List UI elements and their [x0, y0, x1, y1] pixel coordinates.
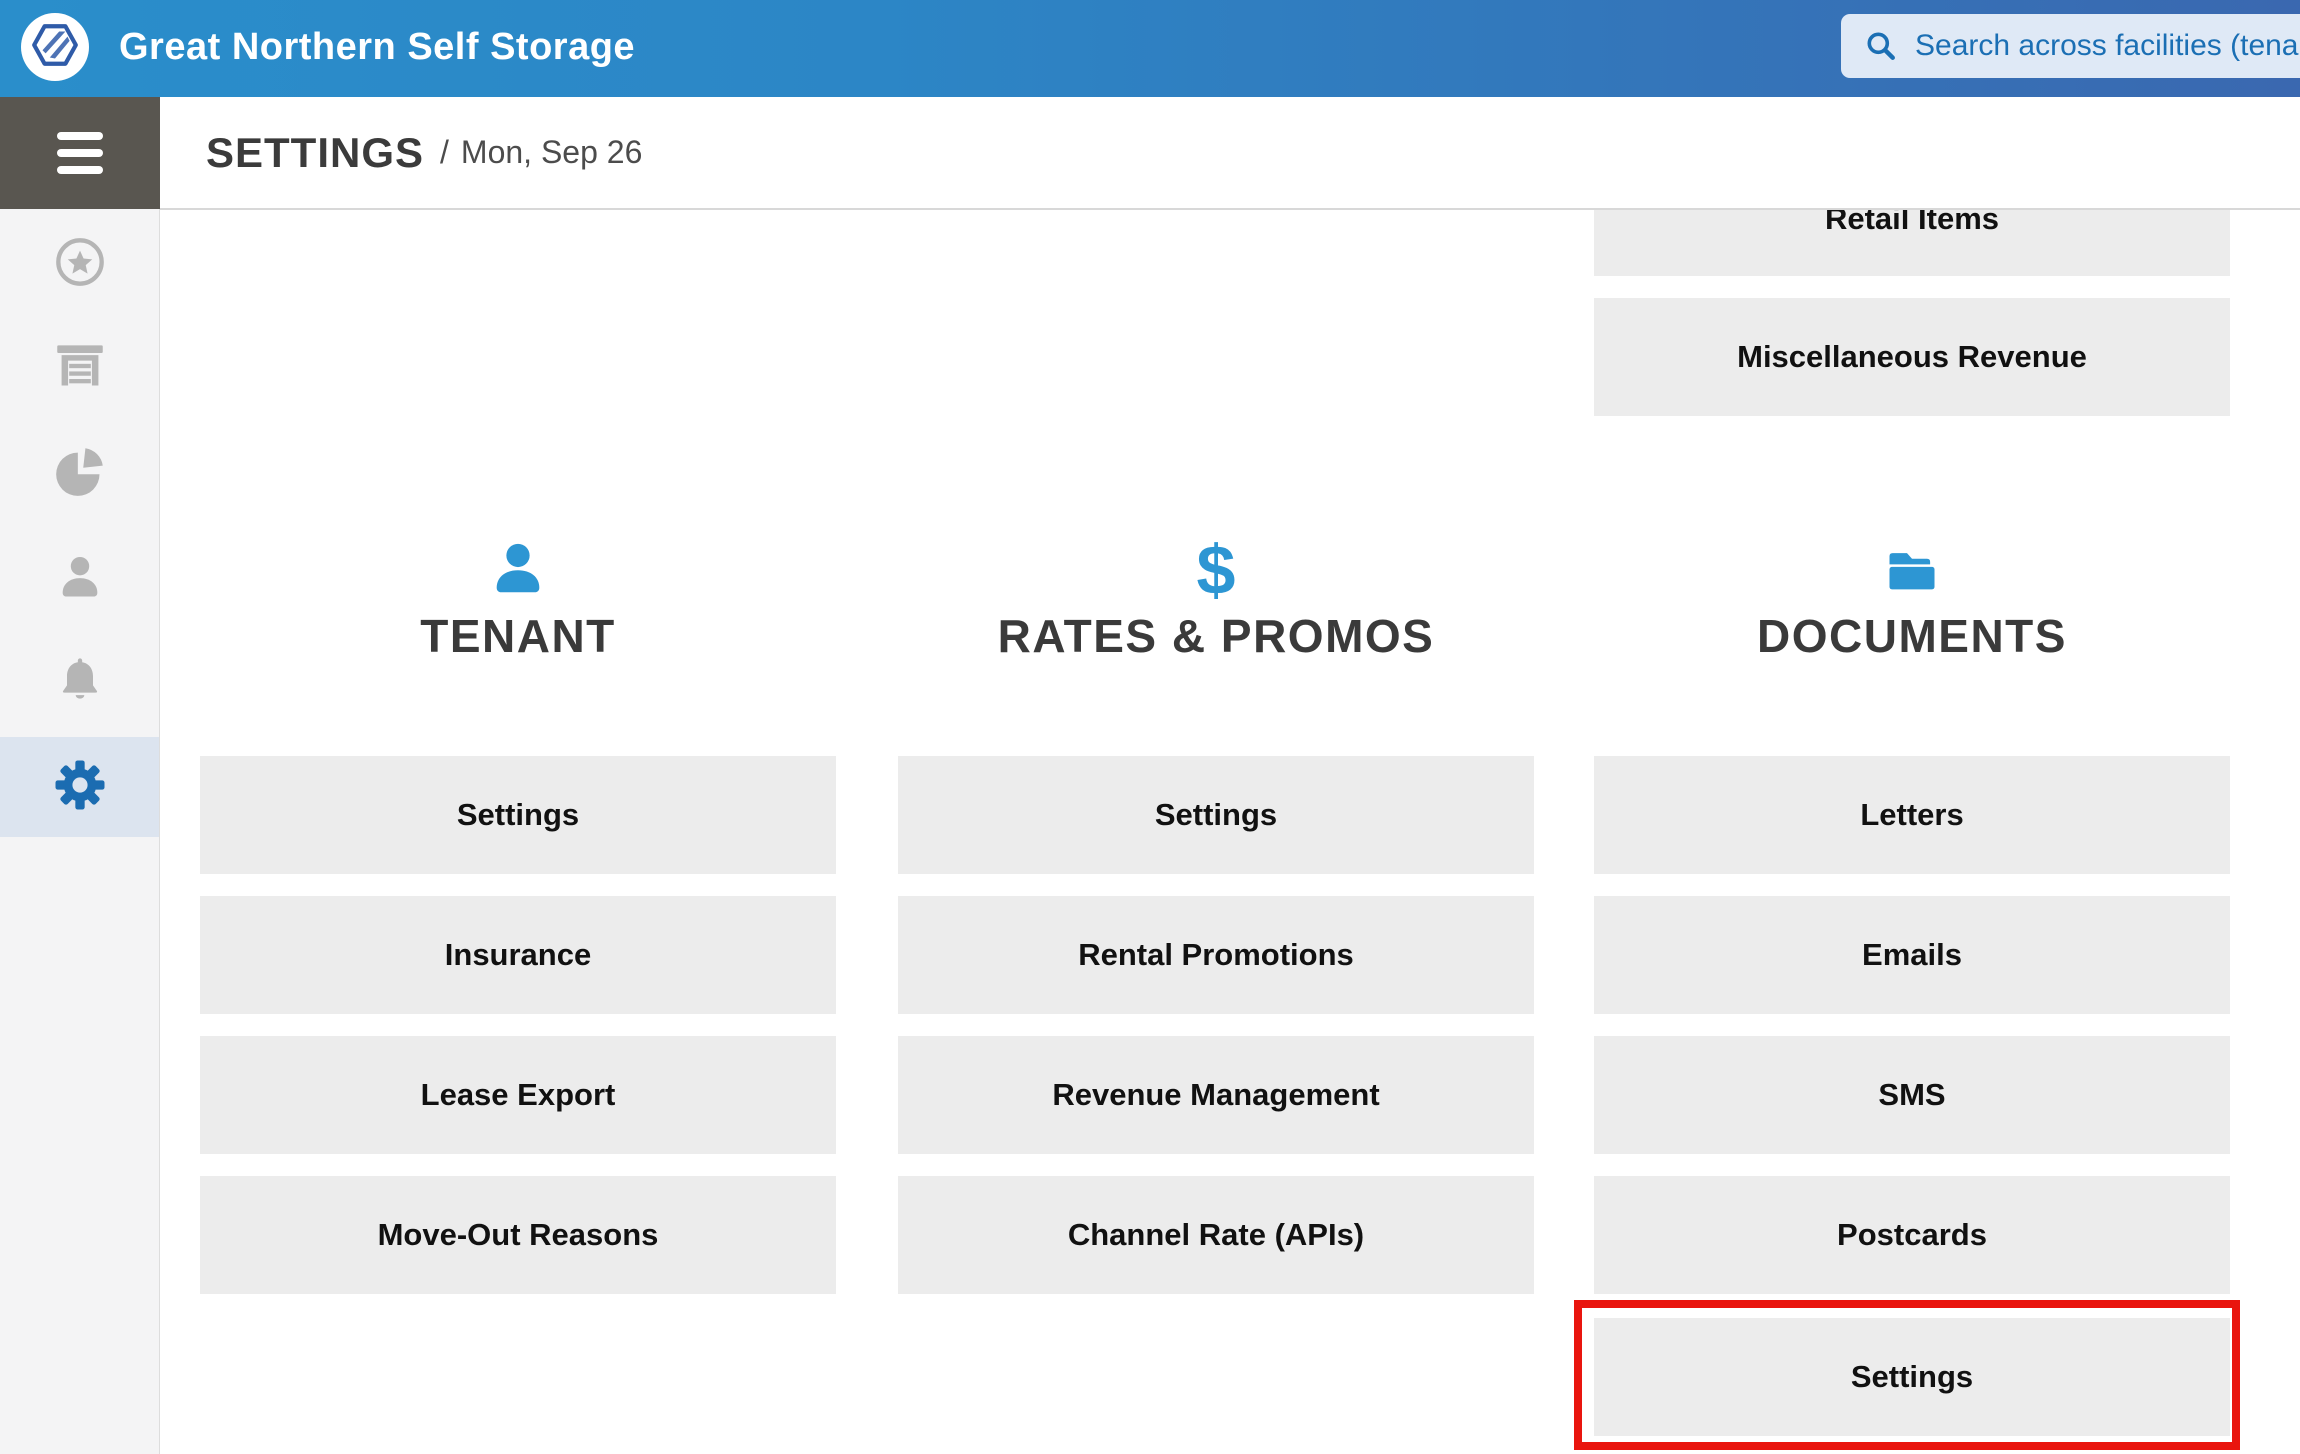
- settings-content: Retail Items Miscellaneous Revenue TENAN…: [160, 210, 2300, 1454]
- folder-icon: [1852, 536, 1972, 600]
- search-input[interactable]: [1915, 14, 2300, 78]
- retail-items-button-clipped: Retail Items: [1594, 210, 2230, 276]
- page-header: SETTINGS / Mon, Sep 26: [160, 97, 2300, 210]
- documents-settings-button[interactable]: Settings: [1594, 1318, 2230, 1436]
- hamburger-icon: [57, 132, 103, 140]
- person-icon: [54, 551, 106, 608]
- emails-button[interactable]: Emails: [1594, 896, 2230, 1014]
- channel-rate-apis-button[interactable]: Channel Rate (APIs): [898, 1176, 1534, 1294]
- sidebar-item-units[interactable]: [0, 318, 159, 418]
- documents-column-title: DOCUMENTS: [1757, 610, 2067, 662]
- brand-logo[interactable]: [21, 13, 89, 81]
- pie-chart-icon: [54, 445, 106, 502]
- storage-unit-icon: [54, 340, 106, 397]
- postcards-button[interactable]: Postcards: [1594, 1176, 2230, 1294]
- sidebar-item-favorites[interactable]: [0, 214, 159, 314]
- tenant-column-title: TENANT: [420, 610, 616, 662]
- top-header: Great Northern Self Storage: [0, 0, 2300, 97]
- search-icon: [1867, 32, 1895, 60]
- page-title: SETTINGS: [206, 128, 425, 176]
- tenant-move-out-reasons-button[interactable]: Move-Out Reasons: [200, 1176, 836, 1294]
- sidebar-item-settings[interactable]: [0, 737, 159, 837]
- tenant-settings-button[interactable]: Settings: [200, 756, 836, 874]
- hexagon-logo-icon: [30, 20, 80, 75]
- sidebar-item-reports[interactable]: [0, 423, 159, 523]
- rates-column-title: RATES & PROMOS: [997, 610, 1435, 662]
- bell-icon: [54, 654, 106, 711]
- tenant-person-icon: [458, 536, 578, 600]
- menu-toggle-button[interactable]: [0, 97, 160, 209]
- dollar-icon: $: [1196, 531, 1236, 609]
- retail-items-button[interactable]: Retail Items: [1594, 210, 2230, 276]
- miscellaneous-revenue-button[interactable]: Miscellaneous Revenue: [1594, 298, 2230, 416]
- sidebar-item-notifications[interactable]: [0, 632, 159, 732]
- sms-button[interactable]: SMS: [1594, 1036, 2230, 1154]
- star-circle-icon: [54, 236, 106, 293]
- tenant-insurance-button[interactable]: Insurance: [200, 896, 836, 1014]
- letters-button[interactable]: Letters: [1594, 756, 2230, 874]
- app-title: Great Northern Self Storage: [119, 26, 636, 68]
- sidebar-item-tenants[interactable]: [0, 529, 159, 629]
- rental-promotions-button[interactable]: Rental Promotions: [898, 896, 1534, 1014]
- revenue-management-button[interactable]: Revenue Management: [898, 1036, 1534, 1154]
- rates-settings-button[interactable]: Settings: [898, 756, 1534, 874]
- global-search[interactable]: [1841, 14, 2300, 78]
- breadcrumb-separator: /: [440, 134, 449, 170]
- page-date: Mon, Sep 26: [460, 134, 643, 170]
- gear-icon: [52, 757, 108, 818]
- sidebar-nav: [0, 209, 160, 1454]
- tenant-lease-export-button[interactable]: Lease Export: [200, 1036, 836, 1154]
